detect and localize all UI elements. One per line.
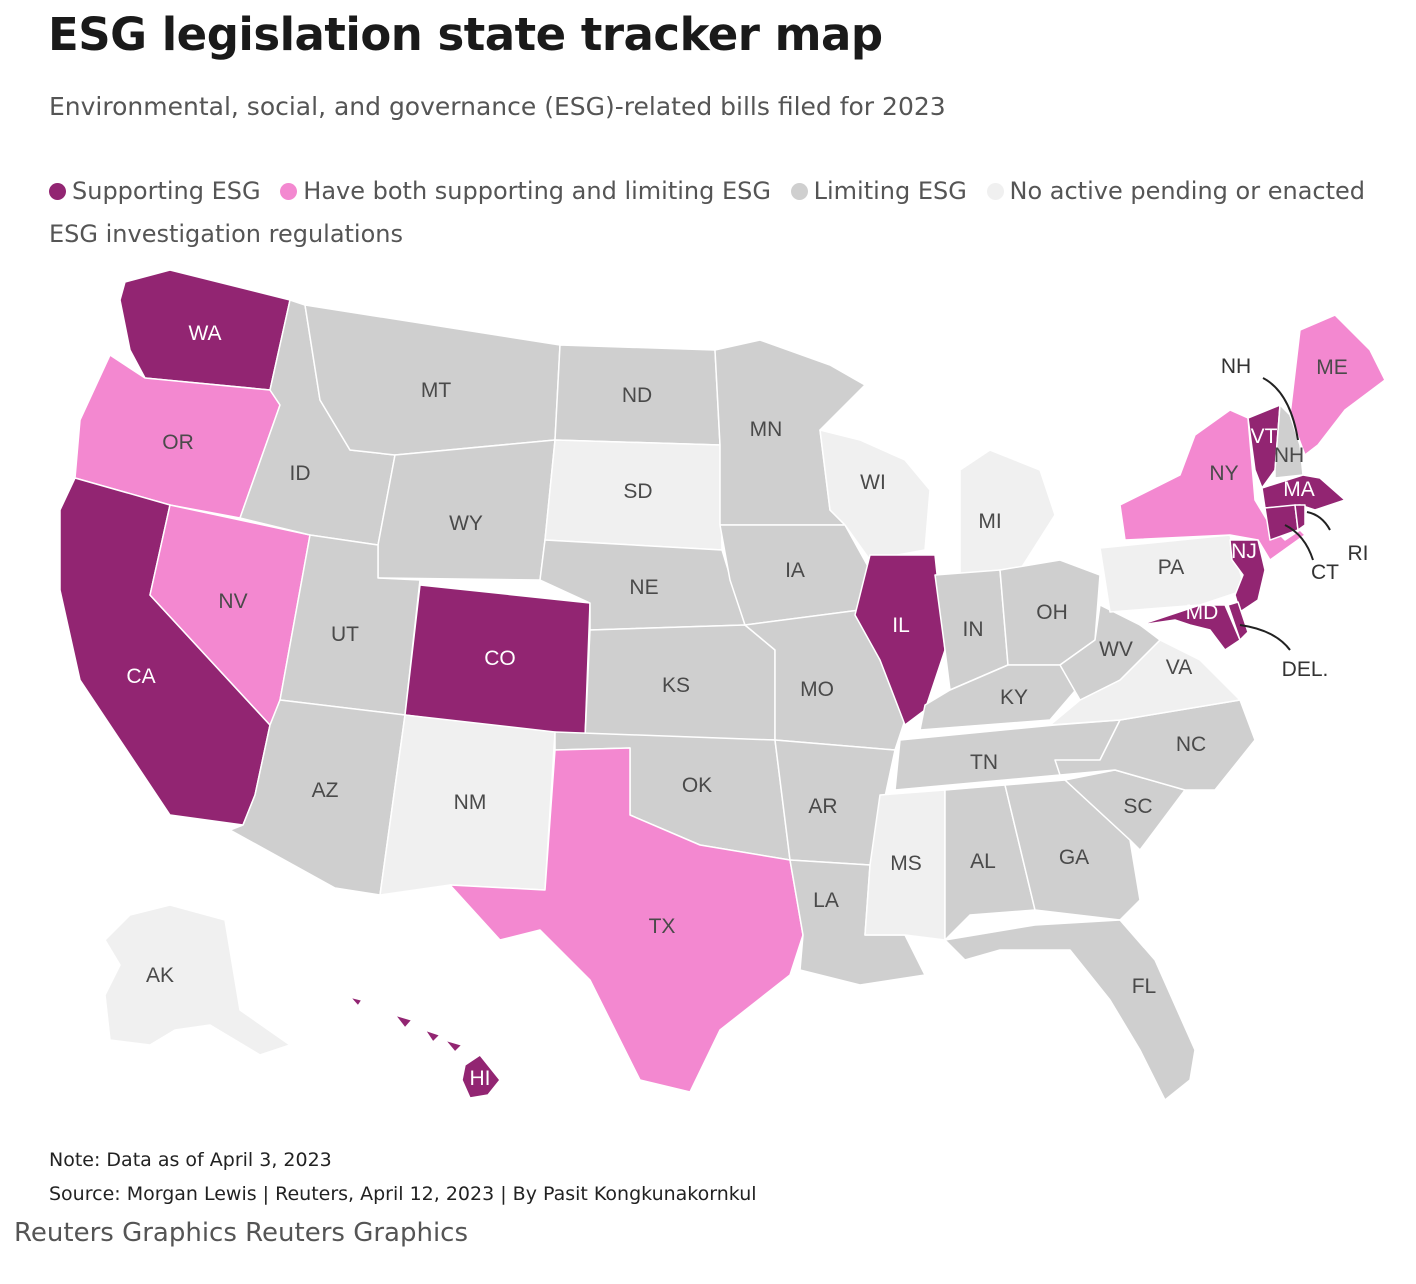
legend-swatch-none bbox=[986, 183, 1004, 200]
state-label-or: OR bbox=[162, 431, 194, 454]
legend: Supporting ESG Have both supporting and … bbox=[49, 170, 1379, 256]
state-label-tn: TN bbox=[970, 751, 998, 774]
state-label-md: MD bbox=[1186, 601, 1219, 624]
state-label-ky: KY bbox=[1000, 686, 1028, 709]
state-callout-label-ct: CT bbox=[1311, 561, 1339, 584]
note: Note: Data as of April 3, 2023 bbox=[49, 1149, 332, 1171]
state-label-mn: MN bbox=[750, 418, 783, 441]
state-label-ca: CA bbox=[126, 665, 155, 688]
state-shape-ak bbox=[104, 904, 291, 1056]
state-shape-wi bbox=[819, 429, 931, 561]
state-label-nh: NH bbox=[1274, 444, 1304, 467]
state-label-ma: MA bbox=[1283, 478, 1315, 501]
us-state-map: WA OR CA NV ID MT WY UT AZ CO NM ND SD NE KS OK TX MN IA MO… bbox=[59, 269, 1386, 1101]
legend-item-support: Supporting ESG bbox=[49, 177, 261, 205]
state-label-nd: ND bbox=[622, 384, 652, 407]
state-shape-wv bbox=[1059, 604, 1161, 701]
state-label-ne: NE bbox=[629, 576, 658, 599]
state-shape-sc bbox=[1064, 769, 1186, 851]
state-shape-pa bbox=[1099, 534, 1246, 613]
state-label-in: IN bbox=[963, 618, 984, 641]
state-shape-md bbox=[1139, 604, 1241, 651]
state-shape-ri bbox=[1294, 504, 1306, 531]
state-label-co: CO bbox=[484, 647, 516, 670]
state-label-oh: OH bbox=[1036, 601, 1068, 624]
state-shape-tx bbox=[449, 747, 804, 1093]
credit: Reuters Graphics Reuters Graphics bbox=[14, 1218, 469, 1248]
state-label-nv: NV bbox=[218, 590, 247, 613]
state-shape-ny bbox=[1119, 409, 1306, 561]
callout-lines bbox=[1239, 377, 1331, 651]
state-shape-wy bbox=[377, 439, 556, 581]
legend-swatch-limit bbox=[790, 183, 808, 200]
callout-line-ct bbox=[1284, 524, 1314, 561]
state-label-mo: MO bbox=[800, 678, 834, 701]
callout-line-ri bbox=[1306, 511, 1331, 531]
state-label-sc: SC bbox=[1123, 795, 1152, 818]
state-callout-label-del: DEL. bbox=[1282, 658, 1329, 681]
state-label-ut: UT bbox=[331, 623, 359, 646]
state-label-mi: MI bbox=[978, 510, 1001, 533]
callout-line-nh bbox=[1262, 377, 1299, 441]
state-shape-il bbox=[854, 554, 946, 726]
legend-item-none: No active pending or enacted ESG investi… bbox=[49, 177, 1365, 248]
state-shape-del bbox=[1227, 601, 1249, 641]
state-label-va: VA bbox=[1166, 656, 1192, 679]
state-label-tx: TX bbox=[649, 915, 676, 938]
state-label-ks: KS bbox=[662, 674, 690, 697]
state-label-wy: WY bbox=[449, 512, 483, 535]
state-shapes bbox=[59, 269, 1386, 1101]
state-label-wv: WV bbox=[1099, 638, 1133, 661]
state-label-ny: NY bbox=[1209, 462, 1238, 485]
legend-swatch-both bbox=[280, 183, 298, 200]
state-label-nc: NC bbox=[1176, 733, 1206, 756]
legend-item-limit: Limiting ESG bbox=[790, 177, 967, 205]
state-label-ok: OK bbox=[682, 774, 712, 797]
state-shape-mi bbox=[959, 449, 1056, 576]
state-label-hi: HI bbox=[470, 1067, 491, 1090]
state-shape-hi bbox=[349, 996, 501, 1099]
legend-label-both: Have both supporting and limiting ESG bbox=[303, 177, 771, 205]
state-shape-vt bbox=[1247, 404, 1281, 489]
state-callout-label-nh: NH bbox=[1221, 355, 1251, 378]
state-labels: WA OR CA NV ID MT WY UT AZ CO NM ND SD NE KS OK TX MN IA MO… bbox=[126, 322, 1368, 1090]
legend-label-support: Supporting ESG bbox=[72, 177, 261, 205]
state-shape-fl bbox=[944, 919, 1196, 1101]
state-label-me: ME bbox=[1316, 356, 1348, 379]
state-shape-nc bbox=[1054, 699, 1256, 791]
state-shape-me bbox=[1289, 314, 1386, 456]
state-label-wi: WI bbox=[860, 471, 886, 494]
state-label-al: AL bbox=[970, 850, 996, 873]
state-label-wa: WA bbox=[188, 322, 221, 345]
state-label-ar: AR bbox=[808, 795, 837, 818]
map-title: ESG legislation state tracker map bbox=[48, 8, 883, 61]
state-callout-label-ri: RI bbox=[1348, 542, 1369, 565]
state-label-mt: MT bbox=[421, 379, 451, 402]
legend-item-both: Have both supporting and limiting ESG bbox=[280, 177, 771, 205]
source: Source: Morgan Lewis | Reuters, April 12… bbox=[49, 1183, 757, 1205]
state-label-nj: NJ bbox=[1231, 540, 1257, 563]
state-label-ga: GA bbox=[1059, 846, 1089, 869]
legend-label-limit: Limiting ESG bbox=[813, 177, 967, 205]
legend-label-none: No active pending or enacted ESG investi… bbox=[49, 177, 1365, 248]
state-label-pa: PA bbox=[1158, 556, 1184, 579]
state-label-id: ID bbox=[290, 462, 311, 485]
state-label-ms: MS bbox=[890, 852, 922, 875]
state-label-sd: SD bbox=[623, 480, 652, 503]
callout-line-del bbox=[1239, 624, 1291, 651]
map-subtitle: Environmental, social, and governance (E… bbox=[49, 92, 946, 121]
state-label-ak: AK bbox=[146, 964, 174, 987]
state-label-fl: FL bbox=[1132, 975, 1157, 998]
legend-swatch-support bbox=[49, 183, 66, 200]
state-label-vt: VT bbox=[1251, 425, 1278, 448]
state-label-az: AZ bbox=[312, 779, 339, 802]
state-label-ia: IA bbox=[785, 559, 805, 582]
state-label-nm: NM bbox=[454, 791, 487, 814]
state-shape-al bbox=[944, 784, 1036, 941]
state-label-il: IL bbox=[892, 614, 910, 637]
state-label-la: LA bbox=[813, 889, 839, 912]
